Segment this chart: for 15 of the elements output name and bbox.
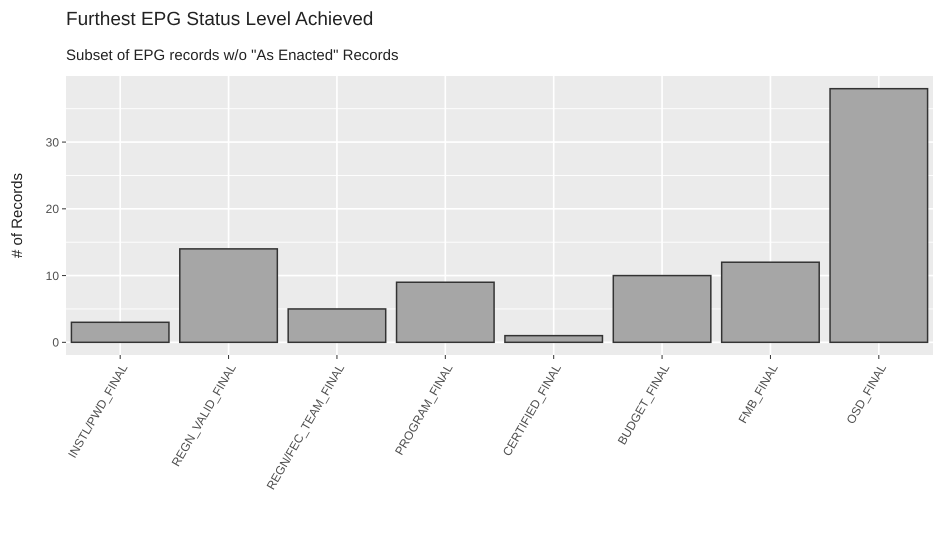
bar (720, 261, 820, 344)
y-tick-label: 10 (46, 268, 60, 283)
bar (287, 308, 386, 344)
y-axis-title: # of Records (9, 172, 26, 258)
bar (829, 88, 928, 344)
chart-title: Furthest EPG Status Level Achieved (66, 9, 374, 30)
bar (504, 334, 604, 344)
y-tick-label: 20 (46, 202, 60, 216)
y-tick-label: 0 (52, 336, 60, 350)
bar (179, 248, 278, 344)
bar (396, 281, 495, 344)
y-tick-label: 30 (46, 135, 60, 150)
bar (70, 322, 170, 344)
bar (612, 274, 712, 344)
chart-subtitle: Subset of EPG records w/o "As Enacted" Records (66, 47, 398, 64)
